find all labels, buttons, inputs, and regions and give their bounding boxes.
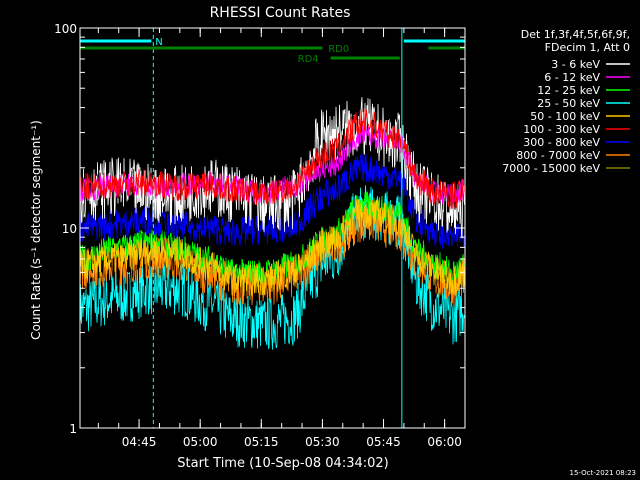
axis-layer: 1 10 100 04:45 05:00 05:15 05:30 05:45 06:00 [54,22,466,449]
x-tick-label-0: 04:45 [122,435,157,449]
series-line-300-800keV [79,153,466,249]
legend-label-5: 100 - 300 keV [523,123,600,136]
x-tick-label-5: 06:00 [427,435,462,449]
state-bar-label-0: N [155,37,162,48]
series-line-100-300keV [79,107,466,210]
legend-label-7: 800 - 7000 keV [516,149,600,162]
legend-label-6: 300 - 800 keV [523,136,600,149]
series-line-50-100keV [79,197,466,296]
legend-header-line-1: Det 1f,3f,4f,5f,6f,9f, [521,28,630,41]
y-tick-label-0: 1 [69,422,77,436]
x-tick-label-2: 05:15 [244,435,279,449]
state-bar-label-2: RD0 [328,44,349,55]
y-tick-label-1: 10 [62,222,77,236]
legend-label-4: 50 - 100 keV [530,110,600,123]
y-axis-label: Count Rate (s⁻¹ detector segment⁻¹) [29,120,43,340]
x-tick-label-1: 05:00 [183,435,218,449]
x-tick-label-3: 05:30 [305,435,340,449]
x-tick-label-4: 05:45 [366,435,401,449]
series-layer [79,97,466,350]
legend-label-1: 6 - 12 keV [544,71,600,84]
legend: Det 1f,3f,4f,5f,6f,9f, FDecim 1, Att 0 3… [502,28,630,175]
legend-label-8: 7000 - 15000 keV [502,162,600,175]
legend-label-0: 3 - 6 keV [551,58,600,71]
y-tick-label-2: 100 [54,22,77,36]
state-bar-label-3: RD4 [298,54,319,65]
chart-title: RHESSI Count Rates [210,5,351,21]
footer-timestamp: 15-Oct-2021 08:23 [570,469,636,477]
legend-header-line-2: FDecim 1, Att 0 [545,41,630,54]
legend-label-2: 12 - 25 keV [537,84,600,97]
x-axis-label: Start Time (10-Sep-08 04:34:02) [177,456,388,471]
legend-label-3: 25 - 50 keV [537,97,600,110]
